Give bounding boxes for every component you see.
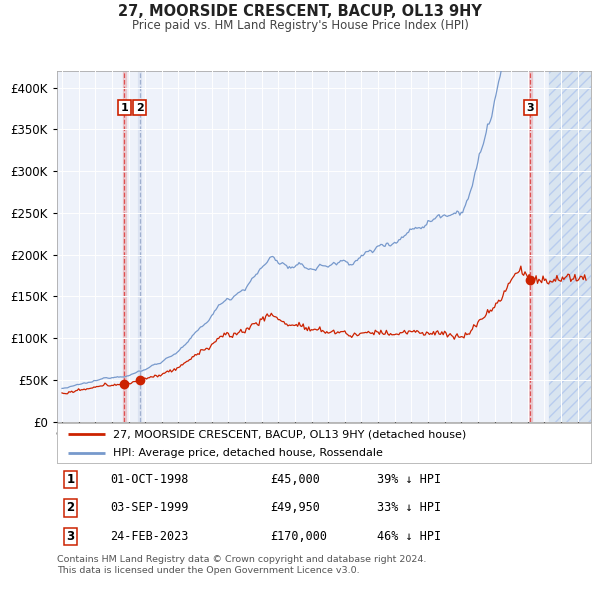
Text: HPI: Average price, detached house, Rossendale: HPI: Average price, detached house, Ross… xyxy=(113,448,383,458)
Text: £45,000: £45,000 xyxy=(271,473,320,486)
Text: 3: 3 xyxy=(526,103,534,113)
Text: 2: 2 xyxy=(66,502,74,514)
Bar xyxy=(529,71,532,422)
Text: 3: 3 xyxy=(66,530,74,543)
Text: 39% ↓ HPI: 39% ↓ HPI xyxy=(377,473,442,486)
Text: 2: 2 xyxy=(136,103,143,113)
Text: £170,000: £170,000 xyxy=(271,530,328,543)
Text: Contains HM Land Registry data © Crown copyright and database right 2024.
This d: Contains HM Land Registry data © Crown c… xyxy=(57,555,427,575)
Text: 33% ↓ HPI: 33% ↓ HPI xyxy=(377,502,442,514)
Bar xyxy=(138,71,141,422)
Text: £49,950: £49,950 xyxy=(271,502,320,514)
Text: 24-FEB-2023: 24-FEB-2023 xyxy=(110,530,189,543)
Text: 27, MOORSIDE CRESCENT, BACUP, OL13 9HY (detached house): 27, MOORSIDE CRESCENT, BACUP, OL13 9HY (… xyxy=(113,430,466,440)
Bar xyxy=(550,71,591,422)
Text: 03-SEP-1999: 03-SEP-1999 xyxy=(110,502,189,514)
Text: 46% ↓ HPI: 46% ↓ HPI xyxy=(377,530,442,543)
Text: 1: 1 xyxy=(66,473,74,486)
Text: 27, MOORSIDE CRESCENT, BACUP, OL13 9HY: 27, MOORSIDE CRESCENT, BACUP, OL13 9HY xyxy=(118,4,482,19)
Text: Price paid vs. HM Land Registry's House Price Index (HPI): Price paid vs. HM Land Registry's House … xyxy=(131,19,469,32)
Text: 1: 1 xyxy=(121,103,128,113)
Bar xyxy=(550,71,591,422)
Bar xyxy=(123,71,126,422)
Text: 01-OCT-1998: 01-OCT-1998 xyxy=(110,473,189,486)
